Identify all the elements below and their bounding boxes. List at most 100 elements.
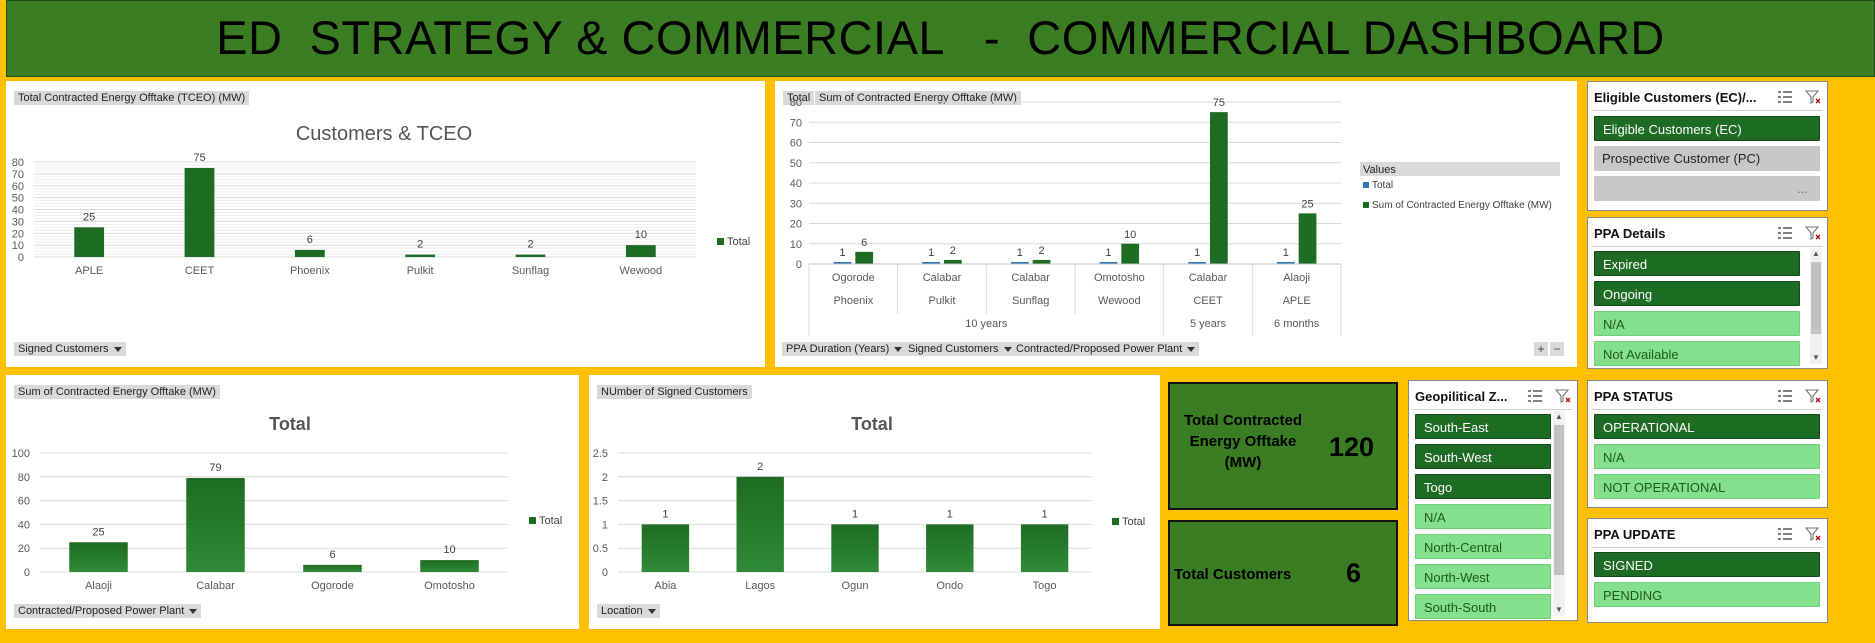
x-group-label: 10 years: [965, 318, 1008, 330]
slicer-scrollbar[interactable]: ▲ ▼: [1553, 411, 1565, 616]
multi-select-icon[interactable]: [1777, 389, 1793, 403]
slicer-item[interactable]: N/A: [1594, 311, 1800, 336]
bar: [184, 167, 215, 257]
bar: [831, 524, 879, 572]
y-tick-label: 70: [12, 169, 24, 181]
filter-power-plant-2[interactable]: Contracted/Proposed Power Plant: [1012, 342, 1200, 356]
slicer-item[interactable]: South-West: [1415, 444, 1551, 469]
field-label-sum-offtake-3: Sum of Contracted Energy Offtake (MW): [14, 385, 220, 399]
expand-button[interactable]: +: [1534, 342, 1548, 356]
y-tick-label: 1: [602, 519, 608, 531]
data-label: 2: [417, 239, 423, 251]
y-tick-label: 50: [790, 158, 802, 170]
legend-label: Sum of Contracted Energy Offtake (MW): [1372, 200, 1552, 211]
slicer-item[interactable]: North-West: [1415, 564, 1551, 589]
filter-label: Contracted/Proposed Power Plant: [1016, 343, 1183, 355]
scroll-up-icon[interactable]: ▲: [1812, 249, 1820, 258]
x-tick-label-plant: Calabar: [1011, 272, 1050, 284]
multi-select-icon[interactable]: [1527, 389, 1543, 403]
data-label: 1: [947, 508, 953, 520]
data-label: 75: [1213, 97, 1225, 109]
data-label: 25: [92, 526, 104, 538]
clear-filter-icon[interactable]: [1804, 389, 1821, 403]
slicer-item[interactable]: SIGNED: [1594, 552, 1820, 577]
legend-swatch: [1363, 182, 1369, 188]
filter-location[interactable]: Location: [597, 604, 660, 618]
slicer-item[interactable]: Togo: [1415, 474, 1551, 499]
bar: [69, 542, 128, 572]
multi-select-icon[interactable]: [1777, 226, 1793, 240]
y-tick-label: 20: [790, 219, 802, 231]
slicer-item[interactable]: N/A: [1415, 504, 1551, 529]
slicer-item[interactable]: ...: [1594, 176, 1820, 201]
data-label: 2: [950, 245, 956, 257]
x-tick-label-customer: Wewood: [1098, 295, 1141, 307]
slicer-item[interactable]: North-Central: [1415, 534, 1551, 559]
x-tick-label: Omotosho: [424, 580, 475, 592]
clear-filter-icon[interactable]: [1554, 389, 1571, 403]
y-tick-label: 50: [12, 193, 24, 205]
slicer-item[interactable]: OPERATIONAL: [1594, 414, 1820, 439]
field-label-tceo: Total Contracted Energy Offtake (TCEO) (…: [14, 91, 250, 105]
scroll-thumb[interactable]: [1811, 262, 1821, 334]
y-tick-label: 10: [12, 240, 24, 252]
slicer-item[interactable]: South-East: [1415, 414, 1551, 439]
data-label: 1: [1194, 247, 1200, 259]
slicer-item[interactable]: Expired: [1594, 251, 1800, 276]
multi-select-icon[interactable]: [1777, 527, 1793, 541]
y-tick-label: 20: [12, 228, 24, 240]
filter-signed-customers-2[interactable]: Signed Customers: [904, 342, 1016, 356]
slicer-ppa-update: PPA UPDATE SIGNED PENDING: [1587, 518, 1828, 623]
slicer-item[interactable]: N/A: [1594, 444, 1820, 469]
slicer-item[interactable]: Ongoing: [1594, 281, 1800, 306]
filter-label: PPA Duration (Years): [786, 343, 890, 355]
slicer-item[interactable]: PENDING: [1594, 582, 1820, 607]
clear-filter-icon[interactable]: [1804, 226, 1821, 240]
x-tick-label: Calabar: [196, 580, 235, 592]
slicer-item[interactable]: Prospective Customer (PC): [1594, 146, 1820, 171]
bar: [420, 560, 479, 572]
scroll-down-icon[interactable]: ▼: [1812, 353, 1820, 362]
slicer-scrollbar[interactable]: ▲ ▼: [1810, 248, 1822, 364]
x-tick-label-customer: Phoenix: [833, 295, 873, 307]
slicer-header-divider: [1592, 409, 1823, 410]
scroll-up-icon[interactable]: ▲: [1555, 412, 1563, 421]
chart-title: Total: [851, 414, 893, 434]
bar-total: [833, 261, 852, 264]
slicer-item[interactable]: Not Available: [1594, 341, 1800, 366]
y-tick-label: 20: [18, 543, 30, 555]
clear-filter-icon[interactable]: [1804, 90, 1821, 104]
bar: [74, 227, 105, 257]
x-tick-label: Lagos: [745, 580, 775, 592]
x-tick-label-plant: Calabar: [1189, 272, 1228, 284]
bar-offtake: [855, 251, 874, 264]
kpi-total-contracted-energy: Total Contracted Energy Offtake (MW) 120: [1168, 382, 1398, 510]
legend-label: Total: [539, 515, 562, 527]
slicer-toolbar: [1777, 88, 1821, 106]
y-tick-label: 10: [790, 239, 802, 251]
field-label-total: Total: [783, 91, 815, 105]
bar-offtake: [944, 259, 962, 264]
multi-select-icon[interactable]: [1777, 90, 1793, 104]
y-tick-label: 40: [790, 178, 802, 190]
chart3-svg: Total 0 20 40 60 80 100 25 Alaoji 79 Calabar 6 Ogoro…: [12, 414, 563, 592]
collapse-button[interactable]: −: [1550, 342, 1564, 356]
x-tick-label: Phoenix: [290, 265, 330, 277]
slicer-item[interactable]: South-South: [1415, 594, 1551, 619]
x-group-label: 5 years: [1190, 318, 1227, 330]
data-label: 1: [1283, 247, 1289, 259]
x-tick-label: Alaoji: [85, 580, 112, 592]
scroll-down-icon[interactable]: ▼: [1555, 605, 1563, 614]
legend-swatch: [1363, 202, 1369, 208]
filter-ppa-duration[interactable]: PPA Duration (Years): [782, 342, 907, 356]
filter-signed-customers[interactable]: Signed Customers: [14, 342, 126, 356]
y-tick-label: 0: [796, 259, 802, 271]
scroll-thumb[interactable]: [1554, 425, 1564, 575]
x-tick-label: Pulkit: [407, 265, 434, 277]
slicer-item[interactable]: Eligible Customers (EC): [1594, 116, 1820, 141]
filter-power-plant[interactable]: Contracted/Proposed Power Plant: [14, 604, 202, 618]
slicer-item[interactable]: NOT OPERATIONAL: [1594, 474, 1820, 499]
slicer-title: PPA Details: [1594, 226, 1666, 241]
clear-filter-icon[interactable]: [1804, 527, 1821, 541]
kpi-tceo-label: Total Contracted Energy Offtake (MW): [1183, 412, 1303, 471]
